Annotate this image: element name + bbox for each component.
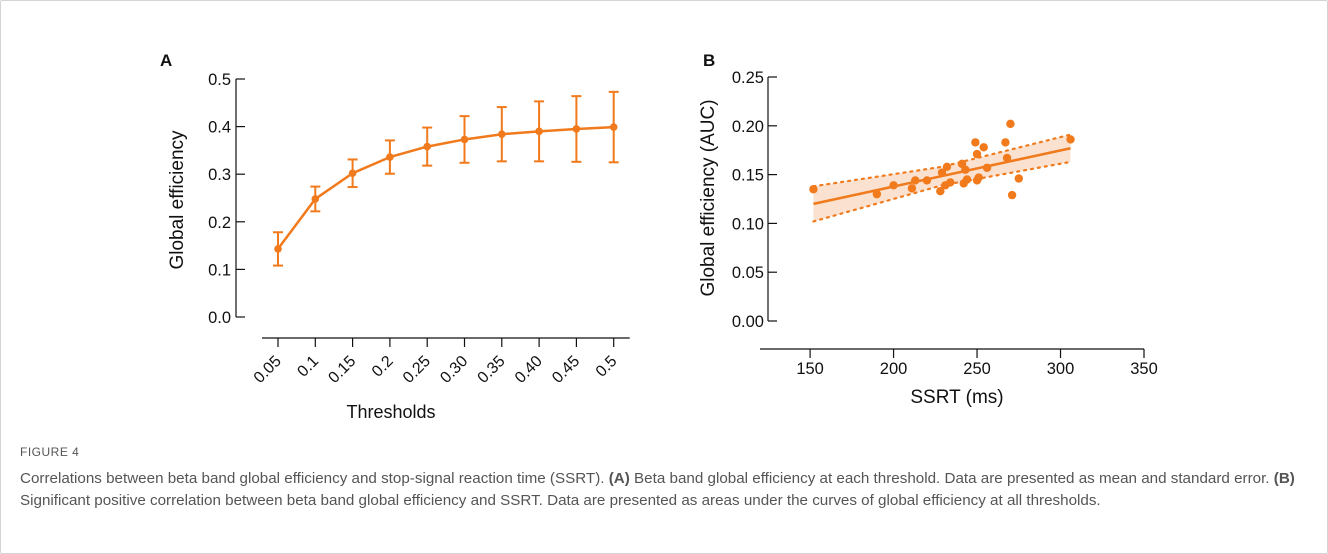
figure-label: FIGURE 4 [20,445,80,459]
caption-a-tag: (A) [608,470,630,487]
panel-a-point [460,135,469,144]
panel-a-x-tick-label: 0.15 [325,353,359,387]
panel-a-axes: 0.00.10.20.30.40.50.05 0.1 0.15 0.2 0.25 0.30… [208,71,630,387]
panel-b-point [1001,138,1010,147]
panel-a-y-tick-label: 0.4 [208,119,231,137]
panel-b-point [982,163,992,172]
panel-b-letter: B [703,51,715,70]
panel-b-y-tick-label: 0.05 [732,264,764,282]
panel-a-y-tick-label: 0.2 [208,214,231,232]
panel-b-point [936,186,945,196]
panel-b-axes: 0.00 0.05 0.10 0.15 0.20 0.25 150 200 250 300 350 [732,69,1158,378]
panel-a: A 0.00.10.20.30.40.50.05 0.1 0.15 0.2 0.25 0.… [160,51,630,422]
panel-b-confidence-band [812,133,1072,223]
panel-b-point [1014,174,1023,183]
panel-a-point [535,127,543,136]
panel-a-point [498,130,506,139]
panel-b-point [911,176,920,185]
panel-a-series-line [276,125,614,250]
panel-a-point [274,245,282,253]
panel-b-point [1002,153,1012,163]
panel-a-x-tick-label: 0.1 [294,353,322,381]
panel-b-point [907,184,917,193]
panel-b-point [922,176,932,185]
panel-a-point [348,169,357,178]
panel-a-x-tick-label: 0.5 [593,353,621,381]
caption-b-text: Significant positive correlation between… [20,492,1101,509]
panel-a-point [311,195,320,203]
panel-b-y-tick-label: 0.15 [732,167,764,185]
panel-b-ci-upper [812,133,1072,188]
panel-a-point [609,123,618,131]
panel-b-y-tick-label: 0.20 [732,118,764,136]
caption-intro: Correlations between beta band global ef… [20,470,605,487]
panel-a-letter: A [160,51,172,70]
panel-b-point [971,138,980,147]
panel-a-point [423,142,432,151]
panel-a-y-axis-label: Global efficiency [167,130,188,270]
panel-b-point [1007,190,1017,200]
panel-b-y-tick-label: 0.10 [732,215,764,233]
panel-b-point [937,168,947,177]
panel-b-point [1006,119,1015,129]
panel-b-x-tick-label: 200 [880,360,908,378]
panel-b-point [972,149,982,159]
caption-b-tag: (B) [1273,470,1295,487]
panel-b-ci-fill [813,134,1071,222]
panel-a-x-tick-label: 0.30 [437,353,471,387]
panel-a-y-tick-label: 0.5 [208,71,231,89]
figure-caption: Correlations between beta band global ef… [20,468,1310,512]
panel-b: B 0.00 0.05 0.10 0.15 0.20 0.25 150 200 250 300 35… [698,51,1158,408]
panel-b-point [962,175,972,184]
panel-a-x-tick-label: 0.2 [369,353,397,381]
panel-b-x-tick-label: 250 [963,360,991,378]
panel-a-y-tick-label: 0.0 [208,309,231,327]
panel-b-y-axis-label: Global efficiency (AUC) [698,99,719,296]
panel-a-series [274,123,618,253]
panel-a-x-tick-label: 0.35 [475,353,509,387]
panel-a-y-tick-label: 0.3 [208,166,231,184]
panel-a-error-bars [273,90,619,267]
panel-a-point [572,125,581,133]
panel-b-x-tick-label: 350 [1130,360,1158,378]
panel-b-x-tick-label: 300 [1047,360,1075,378]
panel-b-point [872,189,882,199]
panel-a-point [386,153,394,161]
panel-b-point [1066,135,1075,144]
panel-b-y-tick-label: 0.25 [732,69,764,87]
panel-b-point [974,173,983,182]
figure-4-charts: A 0.00.10.20.30.40.50.05 0.1 0.15 0.2 0.25 0.… [160,51,1158,422]
panel-a-y-tick-label: 0.1 [208,261,231,279]
panel-b-point [942,162,952,171]
panel-b-y-tick-label: 0.00 [732,313,764,331]
panel-b-x-axis-label: SSRT (ms) [910,387,1003,408]
panel-a-x-axis-label: Thresholds [346,402,435,422]
panel-a-x-tick-label: 0.40 [512,353,546,387]
panel-b-point [889,181,898,190]
panel-a-x-tick-label: 0.25 [400,353,434,387]
panel-b-point [809,185,818,194]
panel-b-point [946,178,955,187]
caption-a-text: Beta band global efficiency at each thre… [634,470,1270,487]
panel-b-x-tick-label: 150 [796,360,824,378]
panel-a-x-tick-label: 0.05 [251,353,285,387]
panel-b-point [979,143,988,152]
panel-a-x-tick-label: 0.45 [549,353,583,387]
panel-b-points [809,119,1075,200]
panel-b-point [961,165,970,174]
